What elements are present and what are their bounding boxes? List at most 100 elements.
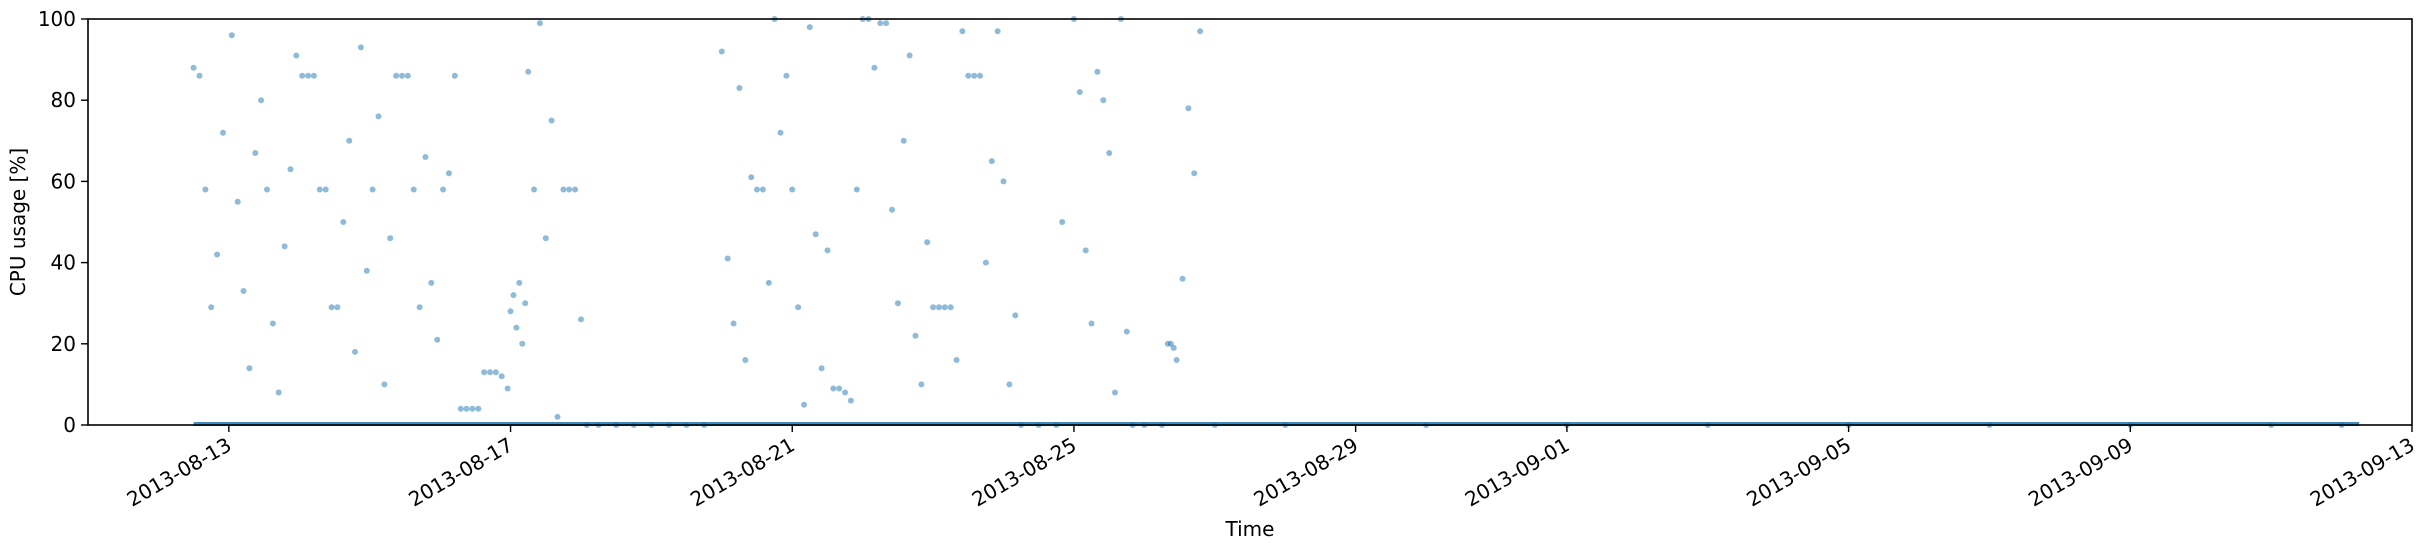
data-point <box>1059 219 1066 225</box>
data-point <box>578 316 584 323</box>
plot-frame <box>87 18 2413 426</box>
data-point <box>924 239 931 246</box>
x-tick-label: 2013-09-09 <box>2024 433 2137 512</box>
data-point <box>387 235 394 242</box>
data-point <box>510 292 517 299</box>
data-point <box>894 300 901 307</box>
data-point <box>988 158 995 165</box>
data-point <box>1106 150 1113 156</box>
data-point <box>941 304 948 311</box>
data-point <box>516 279 523 286</box>
data-point <box>531 186 537 193</box>
data-point <box>754 186 760 193</box>
data-point <box>381 381 388 388</box>
data-point <box>328 304 335 311</box>
y-axis: 0 20 40 60 80 100 <box>38 7 88 437</box>
data-point <box>971 72 978 79</box>
y-tick-label: 80 <box>51 88 76 112</box>
data-point <box>202 186 209 193</box>
data-point <box>953 357 960 363</box>
data-point <box>214 251 221 258</box>
data-point <box>765 279 772 286</box>
data-point <box>947 304 954 311</box>
data-point <box>1191 170 1198 177</box>
data-point <box>812 231 819 238</box>
x-tick-label: 2013-09-01 <box>1461 433 1574 512</box>
data-point <box>548 117 555 124</box>
data-point <box>572 186 579 193</box>
data-point <box>522 300 529 307</box>
data-point <box>759 186 766 193</box>
data-point <box>525 68 532 75</box>
data-point <box>1006 381 1013 388</box>
x-tick-label: 2013-08-17 <box>404 433 517 512</box>
data-point <box>789 186 796 193</box>
data-point <box>305 72 312 79</box>
data-point <box>906 52 913 59</box>
data-point <box>275 389 282 396</box>
data-point <box>918 381 925 388</box>
data-point <box>457 405 464 412</box>
data-point <box>281 243 288 250</box>
data-point <box>830 385 837 392</box>
data-point <box>1173 357 1180 363</box>
data-point <box>190 64 197 71</box>
data-point <box>208 304 215 311</box>
data-point <box>718 48 725 55</box>
data-point <box>560 186 567 193</box>
data-point <box>434 336 441 343</box>
data-point <box>369 186 376 193</box>
data-point <box>299 72 306 79</box>
data-point <box>258 97 265 104</box>
x-tick-label: 2013-08-29 <box>1249 433 1362 512</box>
data-point <box>982 259 989 266</box>
data-point <box>498 373 505 380</box>
data-point <box>422 154 429 160</box>
data-point <box>783 72 790 79</box>
data-point <box>287 166 294 173</box>
data-point <box>393 72 400 79</box>
data-point <box>519 340 526 347</box>
x-tick-label: 2013-08-25 <box>968 433 1081 512</box>
data-point <box>1170 344 1177 351</box>
x-tick-label: 2013-09-13 <box>2306 433 2419 512</box>
data-point <box>824 247 831 254</box>
data-point <box>1082 247 1089 254</box>
x-tick-label: 2013-08-13 <box>123 433 236 512</box>
data-point <box>542 235 549 242</box>
x-axis-label: Time <box>1225 517 1275 541</box>
y-tick-label: 20 <box>51 332 76 356</box>
data-point <box>730 320 737 327</box>
data-point <box>566 186 573 193</box>
data-point <box>322 186 329 193</box>
data-point <box>492 369 499 376</box>
data-point <box>507 308 514 315</box>
data-point <box>1076 89 1083 96</box>
x-tick-label: 2013-08-21 <box>686 433 799 512</box>
data-point <box>416 304 423 311</box>
data-point <box>375 113 382 120</box>
data-point <box>475 405 482 412</box>
data-point <box>777 129 784 136</box>
data-point <box>965 72 972 79</box>
data-point <box>346 137 353 144</box>
data-point <box>1112 389 1118 396</box>
data-point <box>1185 105 1192 112</box>
data-point <box>440 186 447 193</box>
data-point <box>883 20 890 27</box>
data-point <box>1088 320 1095 327</box>
data-point <box>264 186 270 193</box>
data-point <box>334 304 341 311</box>
data-point <box>1000 178 1007 185</box>
data-point <box>742 357 749 363</box>
y-axis-label: CPU usage [%] <box>6 148 30 296</box>
data-point <box>554 413 561 420</box>
data-point <box>818 365 825 372</box>
data-point <box>352 348 358 355</box>
y-tick-label: 40 <box>51 251 76 275</box>
data-point <box>410 186 417 193</box>
data-point <box>536 20 543 27</box>
data-point <box>847 397 854 404</box>
data-point <box>930 304 937 311</box>
